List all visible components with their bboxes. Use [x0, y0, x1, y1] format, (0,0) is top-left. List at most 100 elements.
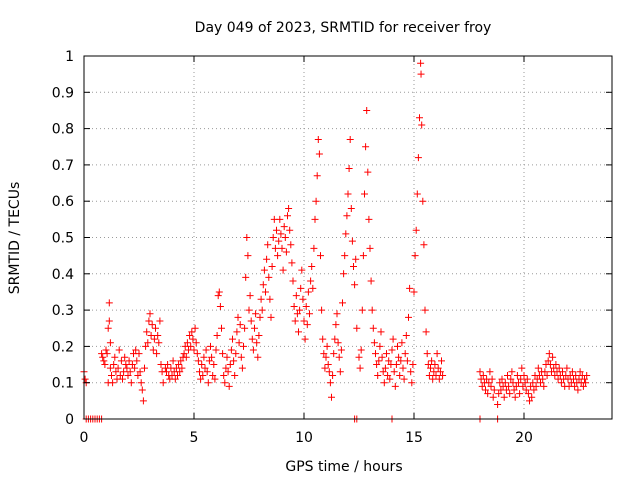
data-point: [276, 215, 284, 223]
data-point: [176, 368, 184, 376]
data-point: [430, 368, 438, 376]
data-point: [260, 266, 268, 274]
data-point: [106, 364, 114, 372]
data-point: [485, 379, 493, 387]
data-point: [300, 317, 308, 325]
data-point: [225, 382, 233, 390]
data-point: [191, 324, 199, 332]
data-point: [147, 332, 155, 340]
data-point: [125, 357, 133, 365]
data-point: [530, 386, 538, 394]
data-point: [507, 375, 515, 383]
data-point: [110, 361, 118, 369]
data-point: [138, 386, 146, 394]
data-point: [301, 335, 309, 343]
data-point: [341, 252, 349, 260]
data-point: [423, 350, 431, 358]
data-point: [357, 346, 365, 354]
data-point: [377, 328, 385, 336]
data-point: [266, 295, 274, 303]
data-point: [207, 342, 214, 350]
data-point: [292, 292, 300, 300]
data-point: [103, 350, 111, 358]
data-point: [478, 382, 486, 390]
data-point: [233, 328, 241, 336]
data-point: [314, 135, 322, 143]
data-point: [177, 357, 185, 365]
data-point: [545, 350, 553, 358]
data-point: [524, 390, 532, 398]
data-point: [278, 244, 286, 252]
data-point: [175, 361, 183, 369]
data-point: [343, 212, 351, 220]
data-point: [253, 339, 261, 347]
data-point: [368, 306, 376, 314]
data-point: [204, 379, 212, 387]
data-point: [236, 321, 244, 329]
data-point: [405, 313, 412, 321]
data-point: [502, 386, 510, 394]
data-point: [374, 371, 382, 379]
y-axis-label: SRMTID / TECUs: [7, 182, 23, 295]
data-point: [263, 255, 271, 263]
y-tick-label: 1: [65, 49, 74, 65]
data-point: [549, 353, 557, 361]
data-point: [277, 230, 285, 238]
data-point: [484, 390, 492, 398]
data-point: [410, 288, 418, 296]
data-point: [490, 386, 498, 394]
data-point: [504, 371, 511, 379]
y-tick-label: 0.9: [52, 85, 74, 101]
axis-ticks: 00.10.20.30.40.50.60.70.80.910 5 10 15 20: [52, 49, 612, 446]
data-point: [347, 204, 355, 212]
data-point: [279, 266, 287, 274]
data-point: [234, 313, 242, 321]
data-point: [188, 328, 196, 336]
data-point: [400, 375, 408, 383]
data-point: [378, 353, 386, 361]
data-point: [408, 379, 416, 387]
data-point: [431, 361, 439, 369]
data-point: [299, 295, 307, 303]
data-point: [127, 379, 135, 387]
data-point: [148, 321, 156, 329]
data-point: [243, 234, 251, 241]
data-point: [187, 342, 195, 350]
data-point: [121, 353, 129, 361]
data-point: [388, 346, 396, 354]
data-point: [418, 121, 426, 129]
data-point: [109, 379, 117, 387]
data-point: [232, 350, 240, 358]
data-point: [394, 342, 401, 350]
data-point: [386, 375, 394, 383]
data-point: [359, 252, 367, 260]
data-point: [271, 244, 279, 252]
data-point: [307, 277, 315, 285]
data-point: [552, 361, 560, 369]
data-point: [362, 143, 370, 151]
data-point: [358, 306, 366, 314]
y-tick-label: 0.3: [52, 303, 74, 319]
data-point: [517, 375, 525, 383]
y-tick-label: 0.4: [52, 267, 74, 283]
data-point: [193, 350, 201, 358]
data-point: [224, 368, 232, 376]
data-point: [510, 386, 518, 394]
data-point: [416, 114, 423, 122]
data-point: [117, 357, 125, 365]
data-point: [420, 241, 428, 249]
data-point: [295, 328, 302, 336]
data-point: [323, 342, 331, 350]
data-point: [197, 375, 205, 383]
data-point: [254, 353, 262, 361]
data-point: [268, 263, 276, 271]
data-point: [105, 299, 113, 307]
data-point: [102, 346, 110, 354]
data-point: [563, 364, 571, 372]
data-point: [438, 357, 445, 365]
data-point: [520, 371, 528, 379]
data-point: [218, 324, 225, 332]
data-point: [417, 70, 425, 78]
data-point: [159, 379, 167, 387]
data-point: [309, 284, 317, 292]
